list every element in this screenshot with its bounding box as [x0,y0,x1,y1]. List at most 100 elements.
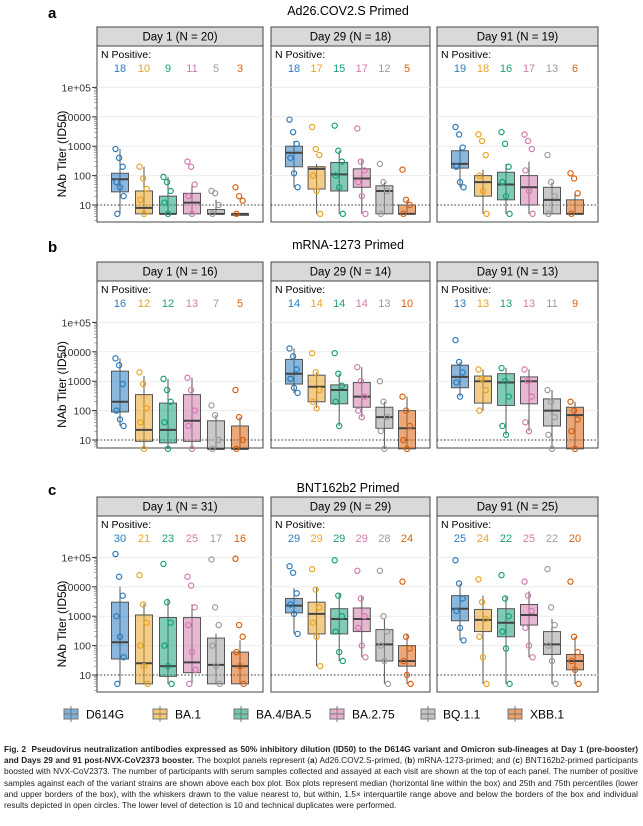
data-point-BA.2.75 [355,178,362,186]
data-point-D614G [113,407,120,414]
box-D614G [111,370,129,413]
data-point-BA.1 [137,196,144,204]
box-BQ.1.1 [207,420,225,450]
data-point-D614G [112,145,119,153]
data-point-XBB.1 [574,648,581,656]
data-point-BQ.1.1 [552,680,559,688]
data-point-BA.2.75 [522,624,529,632]
data-point-BQ.1.1 [212,662,220,670]
box-D614G [111,172,129,193]
data-point-BA.1 [478,137,486,145]
panel-plot-area [96,280,264,449]
n-positive-count-BQ.1.1: 22 [546,533,558,545]
n-positive-count-BA.1: 13 [477,298,489,310]
data-point-BA.4/BA.5 [499,628,506,635]
data-point-BQ.1.1 [544,151,551,159]
data-point-BQ.1.1 [377,210,384,218]
facet-strip-label: Day 29 (N = 18) [310,32,392,44]
panel-plot-area [270,45,431,223]
data-point-D614G [286,116,293,123]
data-point-D614G [115,573,123,580]
data-point-D614G [120,192,127,200]
data-point-D614G [294,184,301,191]
data-point-BQ.1.1 [551,192,558,200]
data-point-BA.4/BA.5 [339,657,346,665]
n-positive-count-BA.4/BA.5: 16 [500,63,512,75]
data-point-XBB.1 [406,645,413,652]
data-point-XBB.1 [235,413,243,421]
data-point-D614G [453,607,460,615]
y-axis-title: NAb Titer (ID50) [55,111,69,198]
legend-label-BA.1: BA.1 [175,708,201,722]
data-point-BA.2.75 [521,366,528,373]
data-point-BA.2.75 [188,210,196,218]
data-point-BA.4/BA.5 [167,187,174,195]
data-point-BA.2.75 [361,167,368,174]
data-point-XBB.1 [570,175,578,182]
data-point-XBB.1 [402,407,410,414]
n-positive-label: N Positive: [101,284,151,296]
facet-strip-label: Day 91 (N = 13) [477,267,559,279]
data-point-BA.1 [136,369,143,376]
box-BA.4/BA.5 [330,608,349,635]
data-point-BA.2.75 [354,125,361,132]
n-positive-count-BA.4/BA.5: 29 [333,533,345,545]
y-tick-label: 10 [79,670,91,682]
data-point-BQ.1.1 [215,436,222,444]
data-point-D614G [290,384,298,391]
n-positive-count-BA.2.75: 17 [523,63,535,75]
data-point-BQ.1.1 [547,178,555,186]
data-point-BA.2.75 [522,167,529,174]
n-positive-count-D614G: 16 [114,298,126,310]
data-point-D614G [112,550,119,558]
data-point-BA.4/BA.5 [502,192,510,200]
legend-label-D614G: D614G [86,708,124,722]
data-point-BA.1 [312,586,319,593]
data-point-XBB.1 [400,210,407,218]
data-point-BA.1 [308,565,316,573]
data-point-XBB.1 [236,662,244,670]
panel-plot-area [436,45,599,223]
data-point-XBB.1 [233,648,240,656]
y-tick-label: 1000 [68,141,92,153]
y-axis-title: NAb Titer (ID50) [55,341,69,428]
n-positive-count-D614G: 13 [454,298,466,310]
data-point-XBB.1 [406,201,413,209]
n-positive-count-BA.4/BA.5: 14 [333,298,345,310]
data-point-BQ.1.1 [383,628,391,635]
n-positive-count-BA.4/BA.5: 23 [162,533,174,545]
panel-title: BNT162b2 Primed [297,481,400,495]
data-point-BA.4/BA.5 [335,370,342,377]
data-point-BA.1 [316,151,323,159]
n-positive-count-D614G: 18 [114,63,126,75]
caption-ref-c: c [515,755,520,766]
data-point-BQ.1.1 [376,160,384,168]
box-D614G [111,601,129,660]
n-positive-count-XBB.1: 6 [572,63,578,75]
data-point-BA.2.75 [185,192,192,200]
data-point-BA.4/BA.5 [164,445,172,453]
data-point-BQ.1.1 [380,398,387,405]
data-point-XBB.1 [567,398,574,405]
data-point-BA.1 [478,598,486,606]
data-point-D614G [456,624,464,632]
data-point-XBB.1 [232,555,239,562]
data-point-BA.2.75 [525,187,533,195]
n-positive-count-BA.1: 10 [138,63,150,75]
data-point-XBB.1 [403,671,411,679]
data-point-BQ.1.1 [209,642,216,649]
data-point-BA.1 [313,187,320,195]
data-point-BA.4/BA.5 [164,662,172,670]
data-point-BA.4/BA.5 [501,140,509,148]
data-point-BA.1 [309,172,317,179]
n-positive-count-BA.2.75: 13 [186,298,198,310]
data-point-BA.4/BA.5 [167,619,174,626]
data-point-D614G [116,184,124,191]
data-point-BA.1 [308,123,316,131]
n-positive-count-BQ.1.1: 5 [213,63,219,75]
data-point-XBB.1 [406,422,413,430]
data-point-BA.4/BA.5 [167,398,174,405]
data-point-BA.4/BA.5 [332,172,339,179]
data-point-D614G [453,379,460,386]
caption-text: ) Ad26.COV2.S-primed, ( [314,755,408,766]
